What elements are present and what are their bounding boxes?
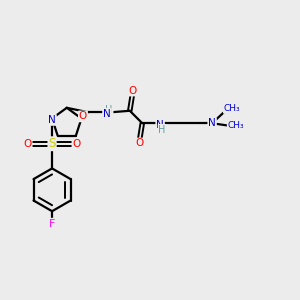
Text: N: N — [103, 109, 111, 119]
Text: O: O — [73, 139, 81, 149]
Text: CH₃: CH₃ — [224, 104, 240, 113]
Text: S: S — [48, 137, 56, 150]
Text: CH₃: CH₃ — [228, 121, 244, 130]
Text: O: O — [128, 85, 136, 96]
Text: H: H — [105, 105, 113, 115]
Text: N: N — [48, 115, 56, 125]
Text: N: N — [156, 120, 164, 130]
Text: H: H — [158, 125, 166, 135]
Text: F: F — [49, 219, 55, 229]
Text: N: N — [208, 118, 216, 128]
Text: O: O — [79, 111, 87, 122]
Text: O: O — [136, 139, 144, 148]
Text: O: O — [23, 139, 32, 149]
